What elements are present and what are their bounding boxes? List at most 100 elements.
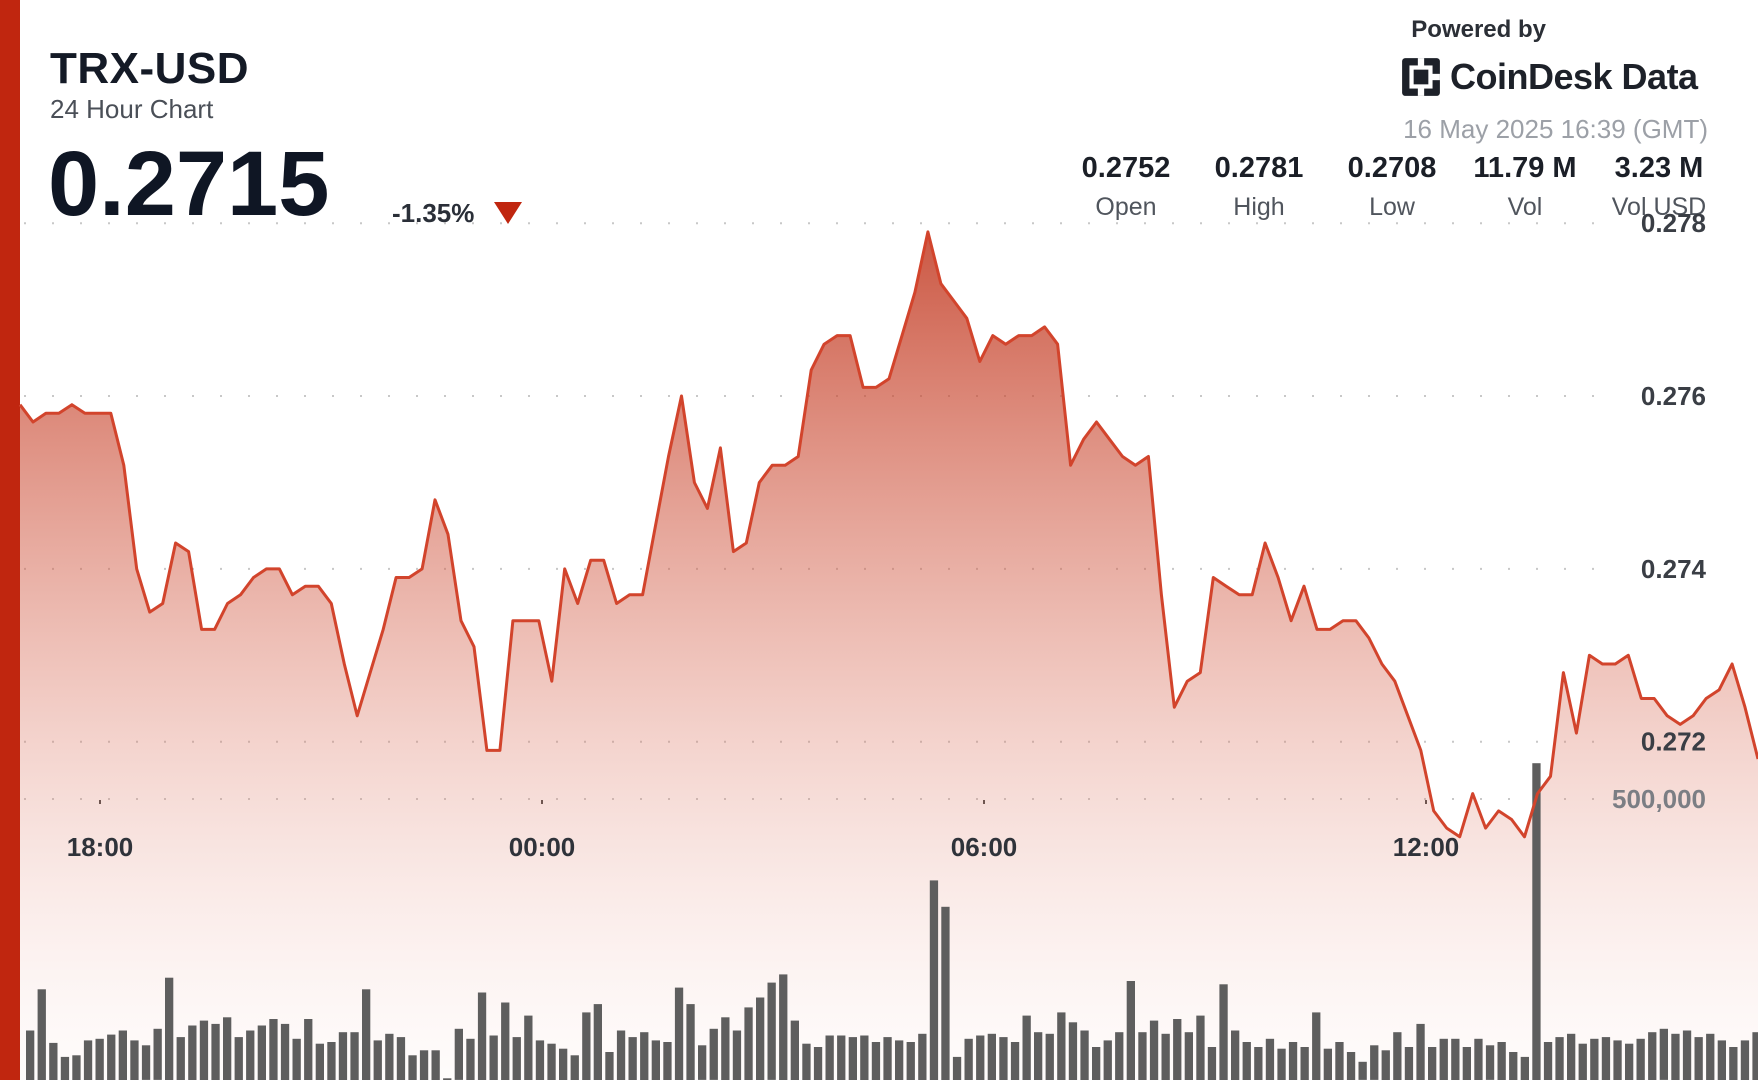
- timestamp: 16 May 2025 16:39 (GMT): [1403, 114, 1708, 144]
- volume-bar: [1034, 1032, 1043, 1080]
- y-tick-label: 0.276: [1641, 381, 1706, 411]
- volume-bar: [906, 1042, 915, 1080]
- x-tick-label: 00:00: [509, 832, 576, 862]
- volume-bar: [176, 1037, 185, 1080]
- volume-bar: [1567, 1033, 1576, 1080]
- volume-bar: [1057, 1012, 1066, 1080]
- volume-bar: [1242, 1042, 1251, 1080]
- volume-bar: [501, 1002, 510, 1080]
- price-line: [18, 230, 1758, 839]
- stat-value: 3.23 M: [1614, 152, 1704, 184]
- volume-bar: [419, 1050, 429, 1080]
- volume-bar: [779, 974, 788, 1080]
- volume-bar: [790, 1020, 799, 1080]
- volume-bar: [1173, 1019, 1182, 1080]
- volume-bar: [1578, 1043, 1587, 1080]
- volume-bar: [1045, 1033, 1054, 1080]
- volume-bar: [1092, 1047, 1101, 1080]
- x-tick-label: 18:00: [67, 832, 134, 862]
- volume-bar: [1346, 1052, 1356, 1080]
- volume-bar: [756, 997, 765, 1080]
- stat-vol-usd: 3.23 M Vol USD: [1594, 152, 1724, 222]
- volume-bar: [512, 1037, 521, 1080]
- volume-bar: [721, 1017, 730, 1080]
- volume-bar: [26, 1030, 35, 1080]
- volume-bar: [385, 1033, 394, 1080]
- volume-bar: [1404, 1047, 1414, 1080]
- volume-bar: [141, 1045, 151, 1080]
- volume-bar: [1149, 1020, 1159, 1080]
- x-tick-label: 12:00: [1393, 832, 1460, 862]
- volume-bar: [802, 1043, 811, 1080]
- volume-bar: [431, 1050, 440, 1080]
- volume-bar: [848, 1037, 857, 1080]
- volume-bar: [118, 1030, 127, 1080]
- volume-bar: [1590, 1038, 1599, 1080]
- volume-bar: [1393, 1032, 1402, 1080]
- brand[interactable]: CoinDesk Data: [1400, 56, 1698, 98]
- volume-bar: [1323, 1048, 1332, 1080]
- volume-bar: [199, 1020, 209, 1080]
- volume-bar: [1312, 1012, 1321, 1080]
- volume-bar: [1462, 1047, 1471, 1080]
- volume-bar: [987, 1033, 996, 1080]
- volume-bar: [1625, 1043, 1634, 1080]
- volume-bar: [1671, 1033, 1680, 1080]
- volume-bar: [1729, 1047, 1738, 1080]
- volume-bar: [466, 1038, 475, 1080]
- volume-bar: [165, 977, 174, 1080]
- volume-bar: [292, 1038, 301, 1080]
- volume-bar: [362, 989, 371, 1080]
- volume-bar: [895, 1040, 904, 1080]
- volume-bar: [698, 1045, 707, 1080]
- volume-bar: [744, 1007, 753, 1080]
- accent-bar: [0, 0, 20, 1080]
- volume-bar: [883, 1037, 892, 1080]
- volume-bar: [651, 1040, 660, 1080]
- volume-bar: [1068, 1022, 1078, 1080]
- volume-bar: [605, 1052, 614, 1080]
- volume-bar: [1370, 1045, 1379, 1080]
- volume-bar: [153, 1028, 162, 1080]
- volume-bar: [83, 1040, 93, 1080]
- stat-open: 0.2752 Open: [1066, 152, 1186, 222]
- volume-bar: [999, 1037, 1008, 1080]
- stat-label: Low: [1369, 193, 1415, 221]
- volume-bar: [1428, 1047, 1437, 1080]
- volume-bar: [1682, 1030, 1692, 1080]
- volume-bar: [60, 1056, 70, 1080]
- volume-bar: [1648, 1032, 1657, 1080]
- volume-bar: [1717, 1040, 1726, 1080]
- stat-label: Open: [1095, 193, 1157, 221]
- volume-bar: [674, 987, 684, 1080]
- volume-bar: [929, 880, 939, 1080]
- volume-bar: [477, 992, 487, 1080]
- volume-bar: [223, 1017, 232, 1080]
- chart-subtitle: 24 Hour Chart: [50, 94, 214, 124]
- volume-bar: [1601, 1037, 1611, 1080]
- volume-bar: [1219, 984, 1228, 1080]
- volume-bar: [1706, 1033, 1715, 1080]
- volume-bar: [1509, 1052, 1518, 1080]
- volume-bar: [1451, 1038, 1460, 1080]
- volume-bar: [952, 1056, 962, 1080]
- volume-bar: [49, 1042, 58, 1080]
- volume-bar: [315, 1043, 324, 1080]
- stat-low: 0.2708 Low: [1332, 152, 1452, 222]
- y-tick-label: 0.274: [1641, 554, 1707, 584]
- volume-bar: [443, 1078, 452, 1080]
- volume-bar: [1010, 1042, 1020, 1080]
- volume-bar: [95, 1038, 104, 1080]
- volume-bar: [1659, 1028, 1668, 1080]
- volume-bar: [211, 1023, 220, 1080]
- volume-bar: [373, 1040, 382, 1080]
- volume-bar: [396, 1037, 406, 1080]
- volume-bar: [1196, 1015, 1205, 1080]
- volume-bar: [628, 1037, 637, 1080]
- volume-bar: [1740, 1040, 1750, 1080]
- volume-bar: [234, 1037, 243, 1080]
- volume-bar: [1555, 1037, 1564, 1080]
- volume-bar: [593, 1004, 602, 1080]
- stat-high: 0.2781 High: [1199, 152, 1319, 222]
